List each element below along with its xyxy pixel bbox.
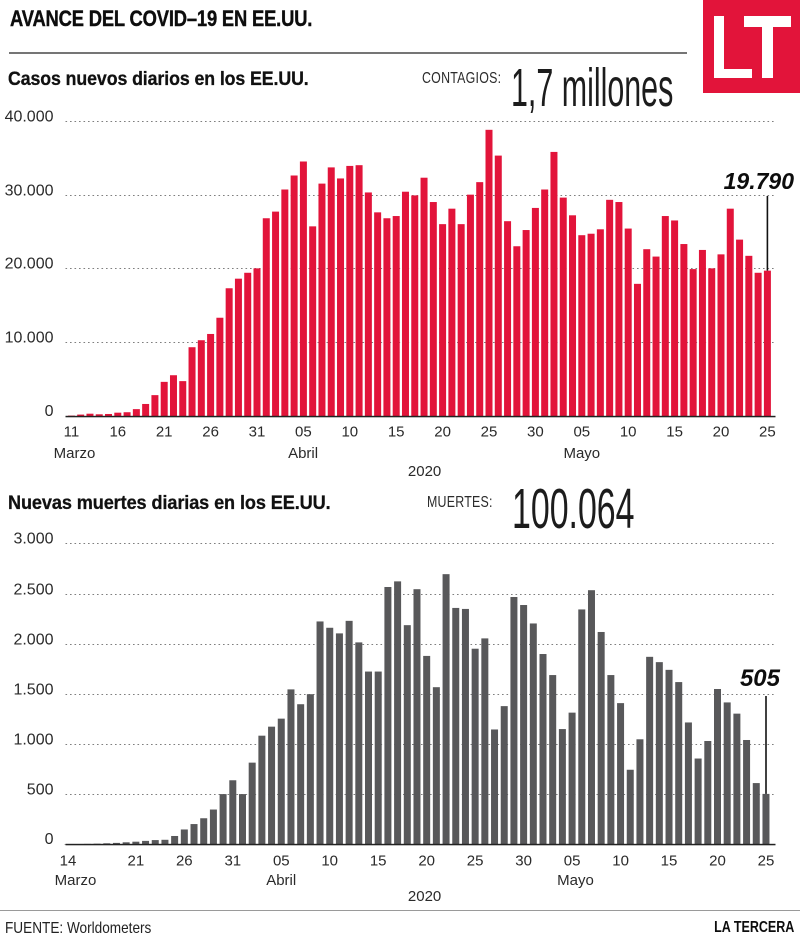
svg-text:2.500: 2.500 <box>13 582 53 599</box>
svg-text:20.000: 20.000 <box>5 256 54 273</box>
svg-text:10: 10 <box>341 424 358 441</box>
svg-text:19.790: 19.790 <box>724 168 795 194</box>
svg-text:20: 20 <box>709 853 726 870</box>
svg-text:Abril: Abril <box>266 872 296 889</box>
svg-text:05: 05 <box>573 424 590 441</box>
svg-text:20: 20 <box>418 853 435 870</box>
svg-text:3.000: 3.000 <box>13 531 53 548</box>
svg-text:05: 05 <box>564 853 581 870</box>
svg-text:40.000: 40.000 <box>5 109 54 126</box>
svg-text:25: 25 <box>467 853 484 870</box>
svg-text:21: 21 <box>128 853 145 870</box>
svg-text:31: 31 <box>249 424 266 441</box>
svg-text:2.000: 2.000 <box>13 632 53 649</box>
svg-text:20: 20 <box>434 424 451 441</box>
svg-text:26: 26 <box>176 853 193 870</box>
svg-text:30: 30 <box>527 424 544 441</box>
svg-text:05: 05 <box>273 853 290 870</box>
svg-text:Marzo: Marzo <box>54 445 96 462</box>
svg-text:505: 505 <box>740 665 781 692</box>
svg-text:0: 0 <box>45 831 54 848</box>
svg-text:15: 15 <box>666 424 683 441</box>
svg-text:30: 30 <box>515 853 532 870</box>
svg-text:25: 25 <box>759 424 776 441</box>
svg-text:20: 20 <box>713 424 730 441</box>
svg-text:Mayo: Mayo <box>557 872 594 889</box>
svg-text:25: 25 <box>481 424 498 441</box>
svg-text:26: 26 <box>202 424 219 441</box>
svg-text:21: 21 <box>156 424 173 441</box>
svg-text:15: 15 <box>661 853 678 870</box>
svg-text:Abril: Abril <box>288 445 318 462</box>
svg-text:1.500: 1.500 <box>13 682 53 699</box>
svg-text:500: 500 <box>27 782 54 799</box>
svg-text:14: 14 <box>60 853 77 870</box>
svg-text:2020: 2020 <box>408 463 441 480</box>
svg-text:25: 25 <box>758 853 775 870</box>
svg-text:Mayo: Mayo <box>563 445 600 462</box>
svg-text:11: 11 <box>64 424 80 441</box>
svg-text:10: 10 <box>321 853 338 870</box>
svg-text:16: 16 <box>109 424 126 441</box>
svg-text:10.000: 10.000 <box>5 330 54 347</box>
svg-text:05: 05 <box>295 424 312 441</box>
svg-text:31: 31 <box>224 853 241 870</box>
svg-text:15: 15 <box>370 853 387 870</box>
svg-text:0: 0 <box>45 403 54 420</box>
svg-text:15: 15 <box>388 424 405 441</box>
svg-text:Marzo: Marzo <box>55 872 97 889</box>
svg-text:30.000: 30.000 <box>5 183 54 200</box>
svg-text:10: 10 <box>612 853 629 870</box>
svg-text:2020: 2020 <box>408 888 441 905</box>
svg-text:1.000: 1.000 <box>13 732 53 749</box>
svg-text:10: 10 <box>620 424 637 441</box>
